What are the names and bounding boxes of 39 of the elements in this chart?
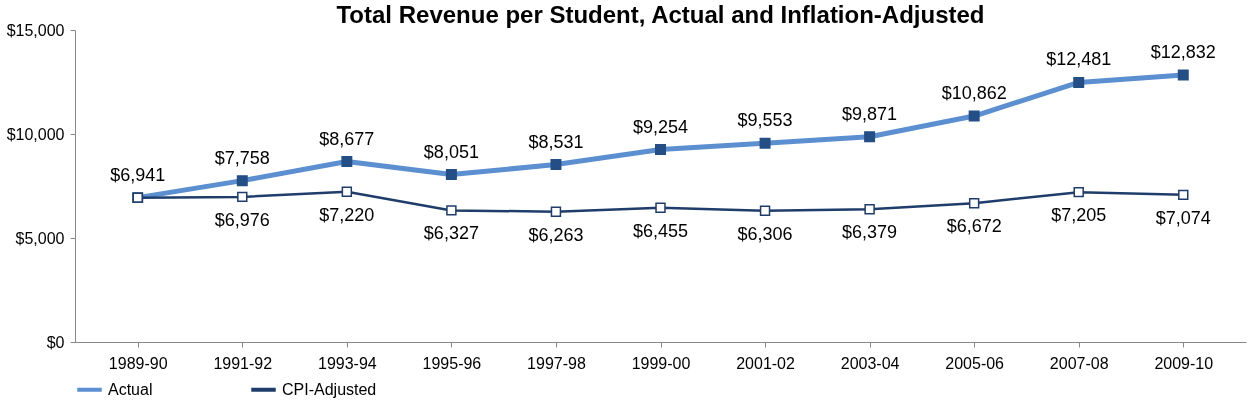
data-label: $7,074 [1155,207,1211,228]
x-tick-label: 1995-96 [422,354,482,372]
data-label: $7,220 [319,204,375,225]
data-label: $7,205 [1051,205,1107,226]
data-label: $6,263 [528,224,584,245]
data-label: $9,871 [842,103,898,124]
x-tick-label: 1991-92 [213,354,273,372]
x-tick-label: 1999-00 [631,354,691,372]
x-tick-label: 1997-98 [527,354,586,372]
data-label: $12,481 [1046,49,1112,70]
data-label: $8,051 [423,141,479,162]
legend-label: CPI-Adjusted [282,380,377,398]
data-label: $9,553 [737,110,793,131]
y-tick-label: $0 [46,333,65,351]
data-label: $7,758 [214,147,270,168]
y-tick-label: $15,000 [6,21,65,39]
x-tick-label: 2007-08 [1049,354,1109,372]
x-tick-label: 2003-04 [840,354,900,372]
x-tick-label: 2001-02 [736,354,796,372]
data-label: $10,862 [941,83,1007,104]
x-tick-label: 1993-94 [317,354,377,372]
y-tick-label: $5,000 [15,229,65,247]
data-label: $6,672 [946,216,1002,237]
x-tick-label: 2005-06 [945,354,1005,372]
x-tick-label: 1989-90 [108,354,168,372]
data-label: $12,832 [1150,42,1216,63]
data-label: $8,531 [528,131,584,152]
x-tick-label: 2009-10 [1154,354,1214,372]
data-label: $6,941 [110,164,166,185]
data-label: $6,379 [842,222,898,243]
y-tick-label: $10,000 [6,125,65,143]
data-label: $6,306 [737,223,793,244]
legend-label: Actual [108,380,153,398]
data-label: $6,327 [423,223,479,244]
data-label: $8,677 [319,128,375,149]
data-label: $6,455 [632,220,689,241]
data-label: $6,976 [214,209,270,230]
chart-title: Total Revenue per Student, Actual and Inflation-Adjusted [336,1,985,28]
data-label: $9,254 [632,116,689,137]
